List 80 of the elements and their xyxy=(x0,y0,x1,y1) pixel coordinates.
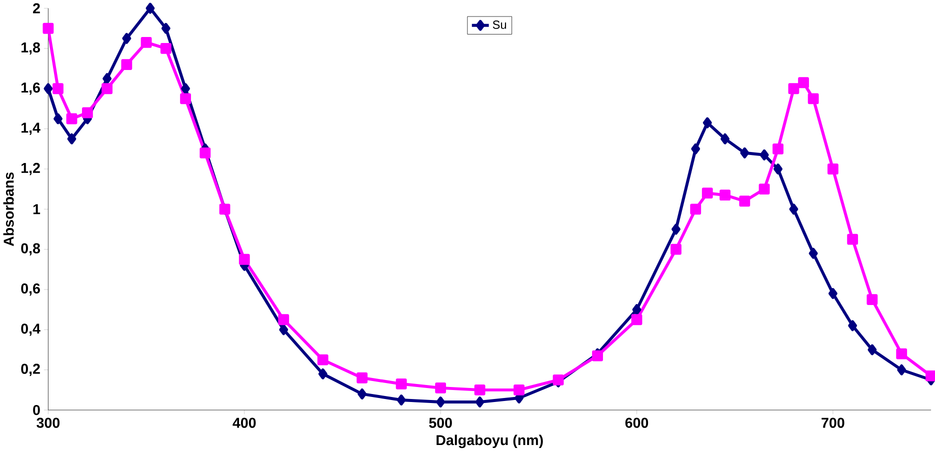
point xyxy=(808,248,818,259)
point xyxy=(318,368,328,380)
point xyxy=(52,82,64,94)
x-tick-label: 600 xyxy=(625,418,648,428)
point xyxy=(66,113,78,124)
point xyxy=(670,244,682,255)
x-tick-label: 300 xyxy=(36,418,60,428)
point xyxy=(789,204,798,214)
point xyxy=(632,304,642,315)
point xyxy=(672,224,680,235)
point xyxy=(702,187,713,198)
y-tick-label: 1 xyxy=(33,204,40,214)
point xyxy=(514,384,525,396)
y-tick-label: 1,2 xyxy=(22,162,40,175)
point xyxy=(140,36,152,48)
point xyxy=(42,22,54,34)
point xyxy=(475,396,484,408)
point xyxy=(702,117,712,128)
point xyxy=(396,378,407,390)
point xyxy=(180,93,191,104)
y-tick-label: 1,6 xyxy=(22,82,40,95)
point xyxy=(691,143,700,154)
point xyxy=(847,234,858,245)
point xyxy=(238,254,250,265)
point xyxy=(44,82,53,94)
point xyxy=(317,354,328,366)
point xyxy=(798,76,809,88)
x-tick-label: 700 xyxy=(822,418,844,428)
point xyxy=(690,204,702,214)
point xyxy=(54,113,62,124)
point xyxy=(181,82,190,94)
point xyxy=(200,147,211,158)
point xyxy=(161,22,170,34)
point xyxy=(827,163,838,174)
y-tick-label: 0,4 xyxy=(21,323,40,336)
point xyxy=(772,143,784,154)
point xyxy=(720,189,730,200)
y-tick-label: 0 xyxy=(33,404,40,415)
y-tick-label: 1,8 xyxy=(22,42,40,54)
point xyxy=(121,58,132,70)
point xyxy=(122,32,132,44)
point xyxy=(67,133,76,144)
point xyxy=(828,288,838,299)
legend-label: Su xyxy=(492,20,506,29)
y-tick-label: 0,2 xyxy=(21,364,40,376)
x-tick-label: 400 xyxy=(232,418,256,428)
point xyxy=(474,384,486,396)
x-axis-title: Dalgaboyu (nm) xyxy=(436,434,543,448)
point xyxy=(774,163,782,174)
point xyxy=(740,147,750,158)
point xyxy=(436,396,446,408)
point xyxy=(896,348,908,360)
point xyxy=(739,195,750,206)
point xyxy=(758,183,770,194)
point xyxy=(788,82,800,94)
point xyxy=(356,372,368,384)
y-tick-label: 2 xyxy=(33,3,40,14)
x-tick-label: 500 xyxy=(429,418,452,428)
point xyxy=(897,364,906,376)
point xyxy=(358,388,367,400)
point xyxy=(435,382,446,394)
point xyxy=(82,107,93,118)
point xyxy=(866,294,878,305)
point xyxy=(102,72,112,84)
y-tick-label: 0,8 xyxy=(21,243,40,256)
point xyxy=(760,149,769,160)
point xyxy=(396,394,406,406)
point xyxy=(278,314,290,325)
point xyxy=(868,344,877,356)
point xyxy=(720,133,730,144)
y-axis-title: Absorbans xyxy=(3,172,14,246)
point xyxy=(146,2,155,14)
point xyxy=(160,42,172,54)
point xyxy=(848,320,858,331)
point xyxy=(631,314,642,325)
point xyxy=(808,93,819,104)
point xyxy=(279,324,288,335)
y-tick-label: 0,6 xyxy=(21,283,40,296)
point xyxy=(102,82,113,94)
y-tick-label: 1,4 xyxy=(22,122,40,135)
